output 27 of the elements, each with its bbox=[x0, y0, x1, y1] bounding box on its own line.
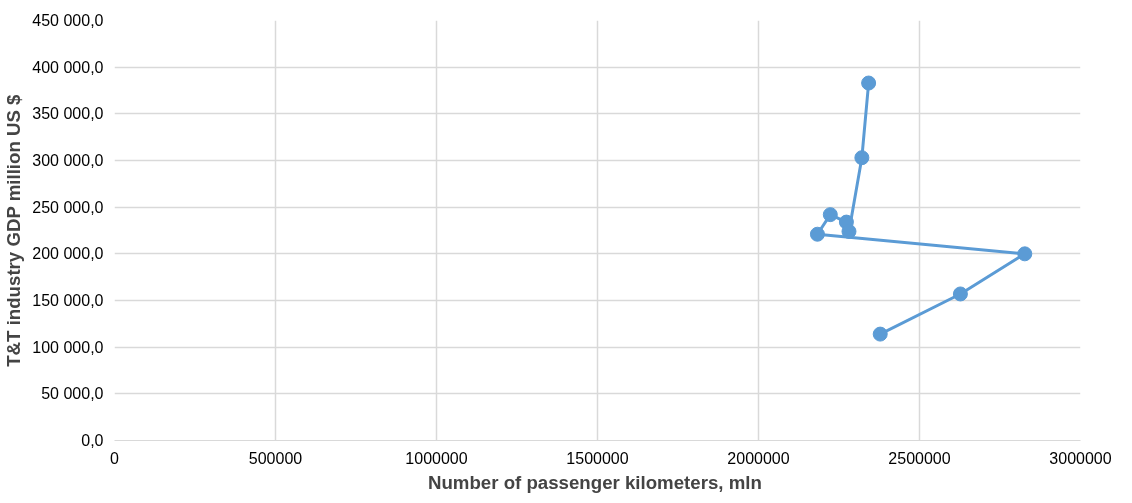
y-tick-label: 400 000,0 bbox=[32, 58, 104, 76]
x-tick-label: 2000000 bbox=[727, 449, 790, 467]
point bbox=[854, 150, 870, 166]
point bbox=[952, 286, 968, 302]
point bbox=[1017, 246, 1033, 262]
x-tick-label: 1500000 bbox=[566, 449, 629, 467]
x-axis-title: Number of passenger kilometers, mln bbox=[427, 471, 762, 493]
point bbox=[809, 226, 825, 242]
y-axis-title: T&T industry GDP million US $ bbox=[3, 93, 25, 367]
y-tick-label: 450 000,0 bbox=[32, 12, 104, 29]
point bbox=[841, 223, 857, 239]
y-tick-label: 50 000,0 bbox=[41, 385, 104, 403]
y-tick-label: 300 000,0 bbox=[32, 152, 104, 169]
point bbox=[822, 207, 838, 223]
y-tick-label: 350 000,0 bbox=[32, 105, 104, 123]
point bbox=[872, 326, 888, 342]
x-tick-label: 2500000 bbox=[888, 449, 951, 467]
x-tick-label: 500000 bbox=[248, 449, 303, 467]
y-tick-label: 0,0 bbox=[81, 432, 104, 449]
y-tick-label: 150 000,0 bbox=[32, 292, 104, 309]
y-tick-label: 200 000,0 bbox=[32, 245, 104, 263]
x-tick-label: 3000000 bbox=[1049, 449, 1112, 467]
point bbox=[861, 75, 877, 91]
x-tick-label: 0 bbox=[110, 449, 120, 467]
x-tick-label: 1000000 bbox=[405, 449, 468, 467]
y-tick-label: 250 000,0 bbox=[32, 198, 104, 216]
y-tick-label: 100 000,0 bbox=[32, 338, 104, 356]
